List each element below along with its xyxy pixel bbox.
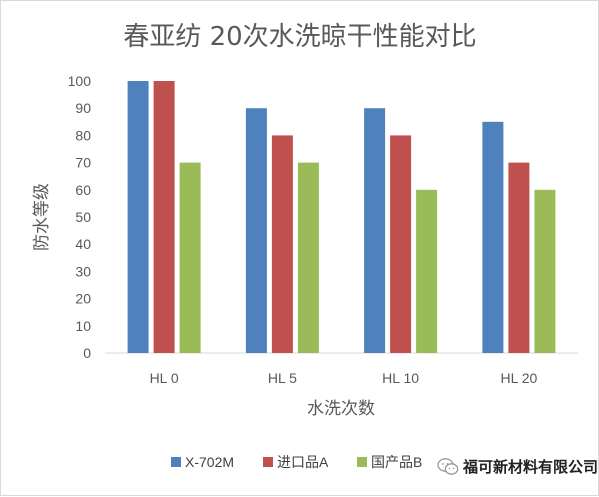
y-tick-label: 60: [75, 182, 91, 198]
legend-label: X-702M: [185, 454, 234, 470]
legend-label: 进口品A: [277, 454, 329, 470]
y-axis-label: 防水等级: [32, 183, 52, 251]
bar: [390, 135, 412, 353]
y-tick-label: 80: [75, 127, 91, 143]
x-tick-label: HL 5: [268, 370, 297, 386]
bar: [271, 135, 293, 353]
bar: [508, 162, 530, 353]
y-tick-label: 70: [75, 155, 91, 171]
watermark-text: 福可新材料有限公司: [463, 458, 599, 476]
wechat-icon: [437, 457, 459, 477]
bar: [534, 189, 556, 353]
bars-group: [127, 81, 556, 353]
x-tick-label: HL 20: [500, 370, 537, 386]
y-tick-label: 20: [75, 291, 91, 307]
legend-swatch: [357, 457, 367, 467]
x-tick-label: HL 10: [382, 370, 419, 386]
legend: X-702M 进口品A 国产品B: [171, 454, 422, 470]
y-tick-label: 50: [75, 209, 91, 225]
y-axis-ticks: 0 10 20 30 40 50 60 70 80 90 100: [68, 73, 92, 361]
y-tick-label: 100: [68, 73, 92, 89]
y-tick-label: 90: [75, 100, 91, 116]
chart-title: 春亚纺 20次水洗晾干性能对比: [123, 22, 476, 52]
bar: [482, 121, 504, 353]
y-tick-label: 0: [83, 345, 91, 361]
bar: [416, 189, 438, 353]
y-tick-label: 10: [75, 318, 91, 334]
legend-label: 国产品B: [371, 454, 422, 470]
x-axis-label: 水洗次数: [307, 399, 375, 419]
legend-swatch: [263, 457, 273, 467]
x-axis-ticks: HL 0 HL 5 HL 10 HL 20: [150, 370, 538, 386]
watermark: 福可新材料有限公司: [437, 456, 598, 477]
bar: [297, 162, 319, 353]
legend-swatch: [171, 457, 181, 467]
x-tick-label: HL 0: [150, 370, 179, 386]
bar: [245, 108, 267, 353]
bar: [364, 108, 386, 353]
bar: [127, 81, 149, 353]
bar: [153, 81, 175, 353]
y-tick-label: 40: [75, 236, 91, 252]
y-tick-label: 30: [75, 263, 91, 279]
bar: [179, 162, 201, 353]
